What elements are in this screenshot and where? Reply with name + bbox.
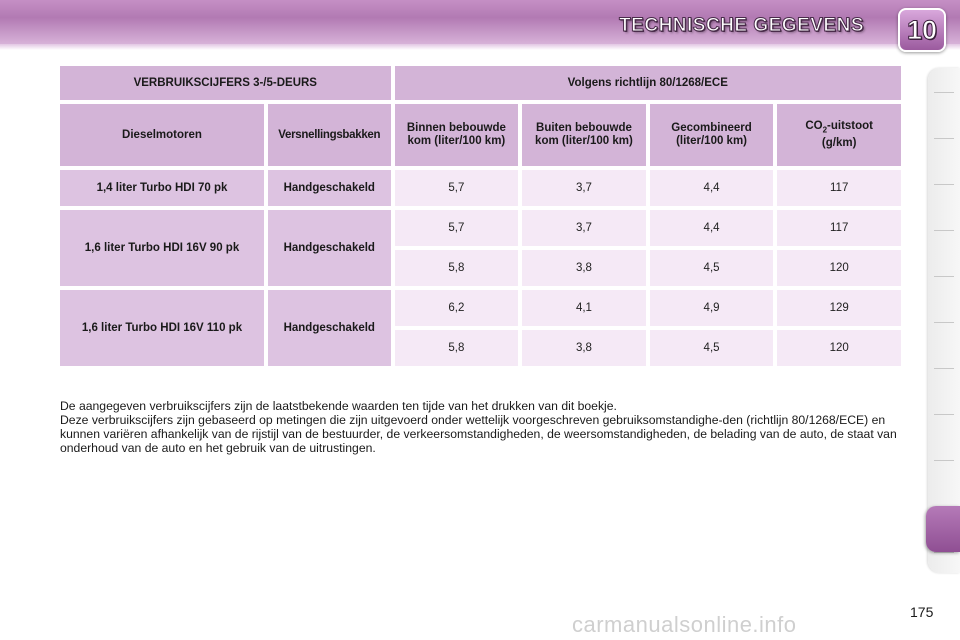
engine-cell: 1,6 liter Turbo HDI 16V 110 pk (60, 290, 264, 366)
page-number: 175 (910, 604, 934, 620)
chapter-tab-divider (934, 230, 954, 231)
combined-cell: 4,5 (649, 250, 774, 286)
section-title: TECHNISCHE GEGEVENS (619, 15, 864, 37)
engine-cell: 1,6 liter Turbo HDI 16V 90 pk (60, 210, 264, 286)
chapter-tab-divider (934, 92, 954, 93)
page-header: TECHNISCHE GEGEVENS 10 (0, 0, 960, 58)
urban-cell: 5,8 (394, 250, 519, 286)
co2-cell: 117 (777, 170, 901, 206)
table-row: 5,8 3,8 4,5 120 (60, 250, 901, 286)
header-band (0, 0, 960, 44)
gearbox-cell: Handgeschakeld (267, 210, 391, 286)
engine-cell: 1,4 liter Turbo HDI 70 pk (60, 170, 264, 206)
combined-cell: 4,5 (649, 330, 774, 366)
header-co2-suffix: -uitstoot (827, 120, 874, 133)
chapter-tab-divider (934, 368, 954, 369)
table-title-row: VERBRUIKSCIJFERS 3-/5-DEURS Volgens rich… (60, 66, 901, 100)
consumption-notes: De aangegeven verbruikscijfers zijn de l… (60, 399, 908, 455)
urban-cell: 5,8 (394, 330, 519, 366)
watermark: carmanualsonline.info (572, 612, 797, 637)
table-row: 5,8 3,8 4,5 120 (60, 330, 901, 366)
chapter-tab-divider (934, 460, 954, 461)
table-row: 1,6 liter Turbo HDI 16V 110 pk Handgesch… (60, 290, 901, 366)
header-extra-urban: Buiten bebouwde kom (liter/100 km) (522, 104, 646, 166)
extra-urban-cell: 4,1 (522, 290, 646, 326)
urban-cell: 5,7 (394, 210, 519, 246)
table-row: 1,6 liter Turbo HDI 16V 90 pk Handgescha… (60, 210, 901, 286)
note-line: De aangegeven verbruikscijfers zijn de l… (60, 399, 617, 413)
note-line: Deze verbruikscijfers zijn gebaseerd op … (60, 413, 897, 455)
chapter-tab-divider (934, 138, 954, 139)
gearbox-cell: Handgeschakeld (267, 170, 391, 206)
co2-cell: 120 (777, 330, 901, 366)
co2-cell: 117 (777, 210, 901, 246)
chapter-badge: 10 (898, 8, 946, 52)
combined-cell: 4,4 (649, 170, 774, 206)
header-band-edge (0, 44, 960, 50)
extra-urban-cell: 3,8 (522, 250, 646, 286)
urban-cell: 6,2 (394, 290, 519, 326)
co2-cell: 129 (777, 290, 901, 326)
header-co2-unit: (g/km) (821, 136, 857, 149)
chapter-tab-divider (934, 552, 954, 553)
chapter-tab-strip (928, 68, 960, 573)
header-engine: Dieselmotoren (60, 104, 264, 166)
urban-cell: 5,7 (394, 170, 519, 206)
header-urban: Binnen bebouwde kom (liter/100 km) (394, 104, 519, 166)
chapter-tab-active[interactable] (926, 506, 960, 552)
combined-cell: 4,4 (649, 210, 774, 246)
extra-urban-cell: 3,7 (522, 170, 646, 206)
extra-urban-cell: 3,8 (522, 330, 646, 366)
header-co2: CO2-uitstoot (g/km) (777, 104, 901, 166)
table-title: VERBRUIKSCIJFERS 3-/5-DEURS (60, 66, 391, 100)
table-directive: Volgens richtlijn 80/1268/ECE (394, 66, 901, 100)
header-gearbox: Versnellingsbakken (267, 104, 391, 166)
header-co2-prefix: CO (805, 120, 823, 133)
gearbox-cell: Handgeschakeld (267, 290, 391, 366)
chapter-tab-divider (934, 322, 954, 323)
chapter-tab-divider (934, 276, 954, 277)
table-header-row: Dieselmotoren Versnellingsbakken Binnen … (60, 104, 901, 166)
combined-cell: 4,9 (649, 290, 774, 326)
chapter-tab-divider (934, 184, 954, 185)
table-row: 1,4 liter Turbo HDI 70 pk Handgeschakeld… (60, 170, 901, 206)
header-co2-sub: 2 (822, 125, 828, 135)
extra-urban-cell: 3,7 (522, 210, 646, 246)
chapter-number: 10 (906, 14, 938, 45)
co2-cell: 120 (777, 250, 901, 286)
fuel-consumption-table: VERBRUIKSCIJFERS 3-/5-DEURS Volgens rich… (56, 62, 905, 370)
chapter-tab-divider (934, 414, 954, 415)
header-combined: Gecombineerd (liter/100 km) (649, 104, 774, 166)
